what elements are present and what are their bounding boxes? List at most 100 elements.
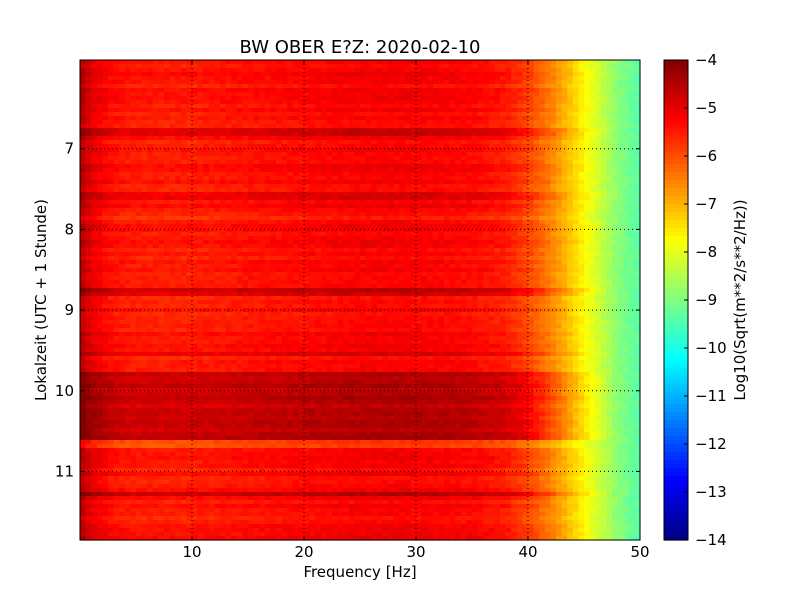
heatmap-cell [326,152,333,157]
heatmap-cell [578,64,585,69]
heatmap-cell [578,212,585,217]
heatmap-cell [410,192,417,197]
heatmap-cell [225,132,232,137]
heatmap-cell [494,140,501,145]
heatmap-cell [600,128,607,133]
heatmap-cell [371,148,378,153]
heatmap-cell [466,200,473,205]
heatmap-cell [399,224,406,229]
heatmap-cell [292,60,299,65]
heatmap-cell [259,244,266,249]
heatmap-cell [410,80,417,85]
heatmap-cell [108,248,115,253]
heatmap-cell [248,84,255,89]
heatmap-cell [320,136,327,141]
heatmap-cell [550,244,557,249]
heatmap-cell [102,224,109,229]
heatmap-cell [376,196,383,201]
heatmap-cell [108,220,115,225]
heatmap-cell [388,200,395,205]
heatmap-cell [628,224,635,229]
heatmap-cell [80,188,87,193]
heatmap-cell [432,200,439,205]
heatmap-cell [276,152,283,157]
heatmap-cell [572,232,579,237]
heatmap-cell [108,144,115,149]
heatmap-cell [589,84,596,89]
heatmap-cell [231,188,238,193]
heatmap-cell [136,184,143,189]
heatmap-cell [488,236,495,241]
heatmap-cell [298,196,305,201]
heatmap-cell [511,104,518,109]
heatmap-cell [544,212,551,217]
heatmap-cell [152,176,159,181]
heatmap-cell [404,156,411,161]
heatmap-cell [231,76,238,81]
heatmap-cell [556,164,563,169]
heatmap-cell [533,132,540,137]
heatmap-cell [634,168,641,173]
heatmap-cell [164,164,171,169]
heatmap-cell [298,184,305,189]
heatmap-cell [533,200,540,205]
heatmap-cell [264,84,271,89]
heatmap-cell [108,224,115,229]
heatmap-cell [130,68,137,73]
heatmap-cell [214,252,221,257]
heatmap-cell [337,96,344,101]
heatmap-cell [158,72,165,77]
heatmap-cell [113,196,120,201]
heatmap-cell [427,80,434,85]
heatmap-cell [180,72,187,77]
heatmap-cell [175,172,182,177]
heatmap-cell [477,212,484,217]
heatmap-cell [276,68,283,73]
heatmap-cell [488,232,495,237]
heatmap-cell [376,84,383,89]
heatmap-cell [276,120,283,125]
heatmap-cell [404,136,411,141]
heatmap-cell [270,104,277,109]
heatmap-cell [343,248,350,253]
heatmap-cell [91,184,98,189]
heatmap-cell [315,200,322,205]
heatmap-cell [600,248,607,253]
heatmap-cell [623,204,630,209]
heatmap-cell [208,192,215,197]
heatmap-cell [208,136,215,141]
heatmap-cell [365,236,372,241]
heatmap-cell [309,72,316,77]
heatmap-cell [354,172,361,177]
heatmap-cell [432,204,439,209]
heatmap-cell [388,108,395,113]
heatmap-cell [416,232,423,237]
heatmap-cell [612,108,619,113]
heatmap-cell [556,180,563,185]
heatmap-cell [332,68,339,73]
heatmap-cell [304,172,311,177]
heatmap-cell [309,176,316,181]
heatmap-cell [292,228,299,233]
heatmap-cell [382,92,389,97]
heatmap-cell [231,180,238,185]
heatmap-cell [511,64,518,69]
heatmap-cell [102,240,109,245]
heatmap-cell [102,168,109,173]
heatmap-cell [634,112,641,117]
heatmap-cell [192,192,199,197]
heatmap-cell [214,204,221,209]
heatmap-cell [500,64,507,69]
heatmap-cell [410,172,417,177]
heatmap-cell [416,152,423,157]
heatmap-cell [80,168,87,173]
heatmap-cell [124,132,131,137]
heatmap-cell [276,200,283,205]
heatmap-cell [421,124,428,129]
heatmap-cell [472,76,479,81]
heatmap-cell [96,232,103,237]
heatmap-cell [80,184,87,189]
heatmap-cell [225,124,232,129]
heatmap-cell [404,76,411,81]
heatmap-cell [236,196,243,201]
